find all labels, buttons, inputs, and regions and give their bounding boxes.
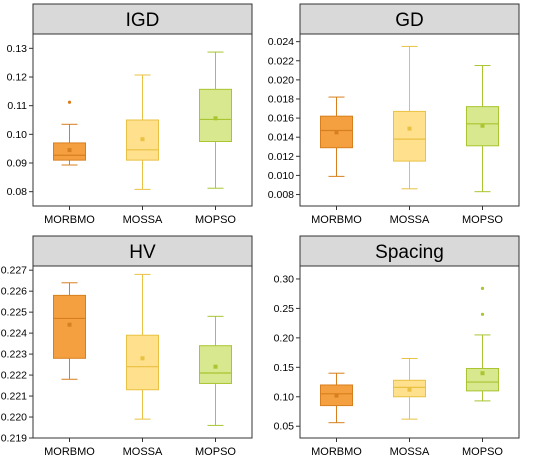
y-tick-label: 0.012	[268, 151, 294, 163]
x-category-label: MOPSO	[195, 446, 236, 458]
mean-marker	[67, 148, 72, 153]
y-tick-label: 0.08	[7, 186, 28, 198]
y-tick-label: 0.09	[7, 158, 28, 170]
box-morbmo	[53, 282, 86, 380]
x-category-label: MOSSA	[123, 214, 163, 226]
mean-marker	[334, 130, 339, 135]
y-tick-label: 0.227	[1, 265, 27, 277]
box-mossa	[126, 273, 159, 420]
y-tick-label: 0.018	[268, 93, 294, 105]
y-tick-label: 0.014	[268, 132, 294, 144]
box-mopso	[199, 315, 232, 426]
panel-title-bar	[299, 235, 520, 267]
y-tick-label: 0.223	[1, 349, 27, 361]
y-tick-label: 0.20	[274, 332, 295, 344]
mean-marker	[213, 364, 218, 369]
y-tick-label: 0.024	[268, 36, 294, 48]
x-category-label: MOPSO	[195, 214, 236, 226]
box-morbmo	[320, 96, 353, 177]
y-tick-label: 0.11	[7, 100, 27, 112]
panel-igd: IGD 0.08 0.09 0.10 0.11 0.12 0.13 MORBMO MOSSA MO…	[7, 3, 253, 226]
mean-marker	[334, 393, 339, 398]
panel-title-bar	[299, 3, 520, 35]
y-tick-label: 0.020	[268, 74, 294, 86]
y-tick-label: 0.010	[268, 170, 294, 182]
panel-title: HV	[129, 242, 156, 263]
panel-title-bar	[32, 235, 253, 267]
y-tick-label: 0.226	[1, 286, 27, 298]
y-tick-label: 0.05	[274, 421, 295, 433]
y-tick-label: 0.022	[268, 55, 294, 67]
x-category-label: MOSSA	[390, 446, 430, 458]
y-tick-label: 0.008	[268, 189, 294, 201]
mean-marker	[480, 123, 485, 128]
mean-marker	[140, 356, 145, 361]
panel-hv: HV 0.219 0.220 0.221 0.222 0.223 0.224 0.225 0.2…	[1, 235, 253, 458]
x-category-label: MOSSA	[123, 446, 163, 458]
y-tick-label: 0.225	[1, 307, 27, 319]
x-category-label: MORBMO	[44, 214, 95, 226]
mean-marker	[213, 116, 218, 121]
x-category-label: MORBMO	[44, 446, 95, 458]
box-morbmo	[320, 372, 353, 424]
mean-marker	[407, 387, 412, 392]
y-tick-label: 0.10	[274, 391, 295, 403]
box-mossa	[126, 74, 159, 190]
y-tick-label: 0.12	[7, 72, 28, 84]
y-tick-label: 0.016	[268, 113, 294, 125]
panel-spacing: Spacing 0.05 0.10 0.15 0.20 0.25 0.30 MORBMO MOS…	[274, 235, 520, 458]
y-tick-label: 0.10	[7, 129, 28, 141]
panel-gd: GD 0.008 0.010 0.012 0.014 0.016 0.018 0.020 0.0…	[268, 3, 520, 226]
iqr-box	[466, 367, 499, 392]
box-mossa	[393, 357, 426, 420]
mean-marker	[140, 137, 145, 142]
y-tick-label: 0.13	[7, 43, 28, 55]
y-tick-label: 0.219	[1, 433, 27, 445]
y-tick-label: 0.224	[1, 328, 27, 340]
y-tick-label: 0.15	[274, 362, 295, 374]
x-category-label: MORBMO	[311, 446, 362, 458]
panel-title: Spacing	[375, 242, 444, 263]
y-tick-label: 0.30	[274, 273, 295, 285]
box-mopso	[466, 65, 499, 193]
outlier-point	[480, 286, 485, 290]
iqr-box	[199, 345, 232, 384]
y-tick-label: 0.221	[1, 391, 27, 403]
iqr-box	[393, 110, 426, 162]
mean-marker	[67, 322, 72, 327]
outlier-point	[480, 312, 485, 316]
x-category-label: MOPSO	[462, 446, 503, 458]
iqr-box	[126, 334, 159, 391]
x-category-label: MOSSA	[390, 214, 430, 226]
iqr-box	[53, 294, 86, 359]
box-mopso	[466, 286, 499, 402]
x-category-label: MORBMO	[311, 214, 362, 226]
y-tick-label: 0.220	[1, 412, 27, 424]
panel-title: IGD	[126, 10, 160, 31]
y-tick-label: 0.222	[1, 370, 27, 382]
iqr-box	[199, 88, 232, 142]
panel-title-bar	[32, 3, 253, 35]
y-tick-label: 0.25	[274, 303, 295, 315]
mean-marker	[407, 126, 412, 131]
mean-marker	[480, 371, 485, 376]
box-morbmo	[53, 100, 86, 166]
box-mopso	[199, 51, 232, 189]
panel-title: GD	[395, 10, 424, 31]
x-category-label: MOPSO	[462, 214, 503, 226]
box-mossa	[393, 45, 426, 190]
outlier-point	[67, 100, 72, 104]
